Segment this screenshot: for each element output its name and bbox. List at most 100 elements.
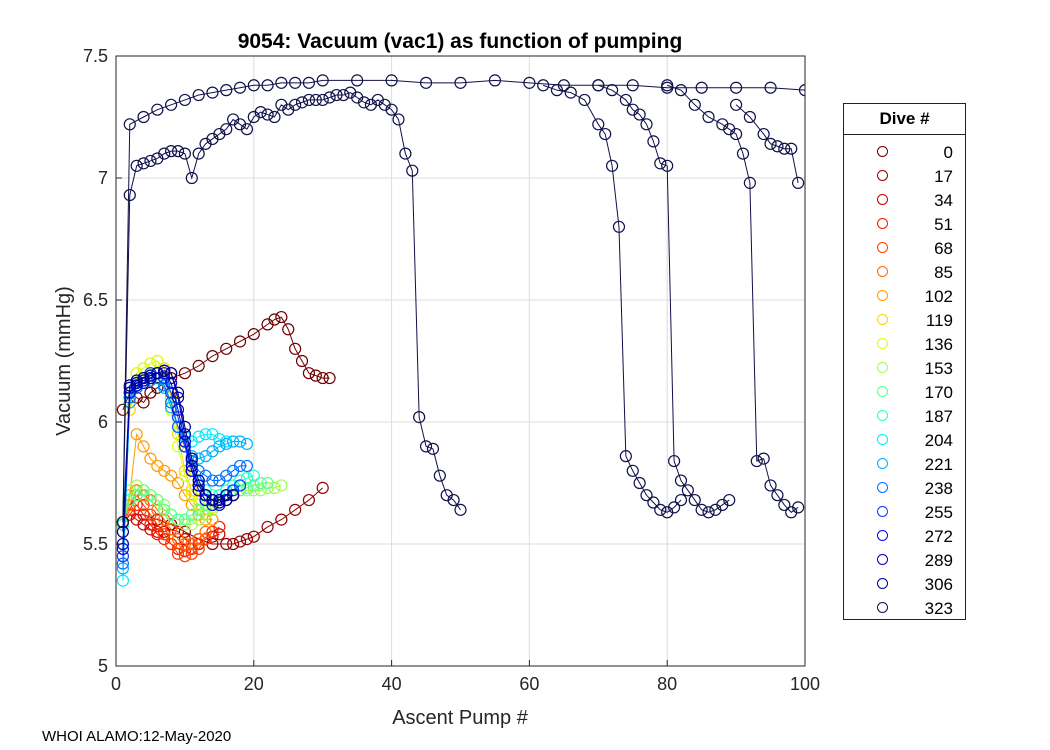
data-point bbox=[206, 350, 219, 363]
data-point bbox=[785, 142, 798, 155]
data-point bbox=[144, 357, 157, 370]
legend-marker-icon bbox=[877, 242, 888, 253]
legend-marker-icon bbox=[877, 194, 888, 205]
legend-marker-icon bbox=[877, 482, 888, 493]
data-point bbox=[309, 93, 322, 107]
data-point bbox=[261, 520, 274, 534]
data-point bbox=[144, 452, 157, 465]
data-point bbox=[316, 481, 329, 494]
data-point bbox=[633, 108, 646, 121]
data-point bbox=[171, 145, 185, 158]
data-point bbox=[220, 489, 233, 502]
legend-label: 170 bbox=[924, 383, 953, 402]
data-point bbox=[392, 113, 405, 126]
legend-marker-icon bbox=[877, 554, 888, 565]
data-point bbox=[771, 140, 784, 153]
data-point bbox=[247, 79, 260, 92]
legend-label: 0 bbox=[943, 143, 953, 162]
data-point bbox=[178, 545, 191, 558]
legend-marker-icon bbox=[877, 266, 888, 277]
legend-label: 68 bbox=[934, 239, 953, 258]
legend-marker-icon bbox=[877, 170, 888, 181]
data-point bbox=[633, 476, 646, 490]
data-point bbox=[137, 396, 150, 409]
legend: Dive # 0 17 34 51 68 85 102 119 136 153 170 187 204 2… bbox=[843, 103, 966, 620]
x-ticks: 0 20 40 60 80 100 bbox=[111, 660, 820, 694]
legend-entry: 306 bbox=[844, 573, 965, 597]
data-point bbox=[667, 501, 681, 514]
data-point bbox=[688, 98, 701, 111]
drop-drop-near-pump-74 bbox=[537, 79, 688, 519]
data-point bbox=[488, 74, 502, 87]
data-point bbox=[619, 450, 632, 463]
series-line bbox=[122, 370, 234, 532]
data-point bbox=[681, 484, 694, 497]
data-point bbox=[158, 147, 171, 160]
data-point bbox=[743, 110, 756, 124]
legend-entry: 136 bbox=[844, 333, 965, 357]
data-point bbox=[233, 535, 247, 548]
data-point bbox=[564, 86, 577, 99]
data-point bbox=[330, 88, 343, 102]
data-point bbox=[123, 118, 136, 131]
data-point bbox=[289, 503, 302, 516]
data-point bbox=[323, 91, 336, 104]
footer-credit: WHOI ALAMO:12-May-2020 bbox=[42, 728, 232, 745]
legend-entry: 51 bbox=[844, 213, 965, 237]
data-point bbox=[316, 93, 329, 107]
data-point bbox=[206, 525, 219, 538]
legend-label: 51 bbox=[934, 215, 953, 234]
data-point bbox=[426, 442, 440, 455]
data-point bbox=[550, 84, 564, 97]
data-point bbox=[240, 437, 254, 451]
data-point bbox=[199, 525, 212, 538]
data-point bbox=[619, 93, 632, 107]
x-tick-label: 100 bbox=[790, 674, 820, 694]
data-point bbox=[233, 479, 247, 492]
series-85 bbox=[116, 484, 212, 551]
data-point bbox=[137, 371, 150, 385]
data-point bbox=[695, 81, 708, 94]
data-point bbox=[599, 127, 612, 141]
series-line bbox=[122, 316, 330, 410]
data-point bbox=[674, 84, 688, 97]
data-point bbox=[165, 98, 178, 111]
data-point bbox=[165, 367, 178, 380]
data-point bbox=[764, 479, 777, 492]
data-point bbox=[605, 84, 619, 97]
chart-title: 9054: Vacuum (vac1) as function of pumpi… bbox=[238, 30, 683, 53]
data-point bbox=[302, 76, 316, 89]
x-tick-label: 40 bbox=[382, 674, 402, 694]
legend-entry: 17 bbox=[844, 165, 965, 189]
data-point bbox=[185, 452, 198, 465]
data-point bbox=[654, 157, 667, 170]
data-point bbox=[227, 537, 240, 551]
data-point bbox=[309, 369, 322, 382]
data-point bbox=[729, 81, 743, 94]
data-point bbox=[254, 106, 267, 119]
data-point bbox=[247, 530, 260, 543]
legend-marker-icon bbox=[877, 410, 888, 421]
data-point bbox=[419, 440, 433, 453]
data-point bbox=[674, 474, 688, 487]
data-point bbox=[192, 147, 205, 160]
legend-label: 102 bbox=[924, 287, 953, 306]
data-point bbox=[647, 496, 660, 509]
data-point bbox=[171, 476, 185, 490]
data-point bbox=[702, 110, 715, 124]
data-point bbox=[144, 369, 157, 382]
data-point bbox=[116, 525, 129, 538]
legend-entry: 255 bbox=[844, 501, 965, 525]
y-tick-label: 5 bbox=[98, 656, 108, 676]
data-point bbox=[116, 557, 129, 570]
drop-late-tail bbox=[729, 98, 805, 189]
data-point bbox=[275, 479, 288, 492]
data-point bbox=[750, 454, 763, 468]
data-point bbox=[640, 118, 653, 131]
data-point bbox=[523, 76, 536, 89]
legend-entry: 0 bbox=[844, 141, 965, 165]
legend-label: 306 bbox=[924, 575, 953, 594]
legend-title: Dive # bbox=[844, 104, 965, 135]
data-point bbox=[612, 220, 626, 233]
data-point bbox=[171, 513, 185, 526]
